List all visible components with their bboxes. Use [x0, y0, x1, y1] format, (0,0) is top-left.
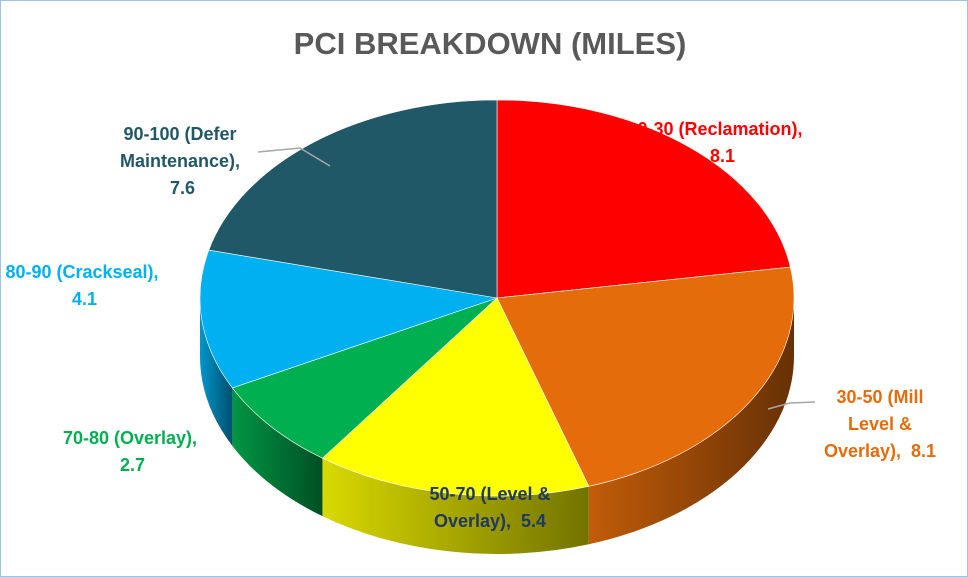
label-value: 2.7 — [119, 455, 146, 475]
chart-title: PCI BREAKDOWN (MILES) — [294, 26, 687, 61]
label-value: 5.4 — [521, 511, 547, 531]
data-label: 80-90 (Crackseal), 4.1 — [2, 259, 162, 313]
data-label-text: 70-80 (Overlay), 2.7 — [58, 425, 203, 479]
slice-side — [322, 458, 589, 554]
slice — [321, 297, 590, 497]
data-label-text: 30-50 (Mill Level & Overlay), 8.1 — [815, 384, 945, 465]
data-label-text: 90-100 (Defer Maintenance), 7.6 — [105, 121, 255, 202]
label-value: 8.1 — [911, 441, 937, 461]
slice — [231, 297, 498, 459]
slice-side — [200, 298, 233, 446]
data-label: 30-50 (Mill Level & Overlay), 8.1 — [815, 384, 945, 465]
label-value: 4.1 — [71, 289, 98, 309]
label-category: 0-30 (Reclamation), — [637, 119, 803, 139]
label-category: 50-70 (Level & Overlay), — [429, 484, 551, 531]
data-label: 0-30 (Reclamation), 8.1 — [635, 116, 805, 170]
leader-line — [767, 401, 816, 410]
label-category: 90-100 (Defer Maintenance), — [119, 124, 241, 171]
data-label: 50-70 (Level & Overlay), 5.4 — [405, 481, 575, 535]
label-category: 30-50 (Mill Level & Overlay), — [823, 387, 924, 461]
slice — [199, 249, 498, 389]
data-label: 70-80 (Overlay), 2.7 — [58, 425, 203, 479]
data-label-text: 50-70 (Level & Overlay), 5.4 — [405, 481, 575, 535]
slice — [208, 99, 498, 299]
label-category: 80-90 (Crackseal), — [5, 262, 159, 282]
label-category: 70-80 (Overlay), — [62, 428, 198, 448]
data-label: 90-100 (Defer Maintenance), 7.6 — [105, 121, 255, 202]
slice-side — [588, 298, 795, 545]
slice — [496, 99, 791, 299]
slice-side — [232, 387, 323, 517]
slice — [496, 266, 795, 487]
data-label-text: 80-90 (Crackseal), 4.1 — [2, 259, 162, 313]
label-value: 7.6 — [169, 178, 196, 198]
label-value: 8.1 — [709, 146, 736, 166]
leader-line — [257, 147, 331, 167]
data-label-text: 0-30 (Reclamation), 8.1 — [635, 116, 805, 170]
